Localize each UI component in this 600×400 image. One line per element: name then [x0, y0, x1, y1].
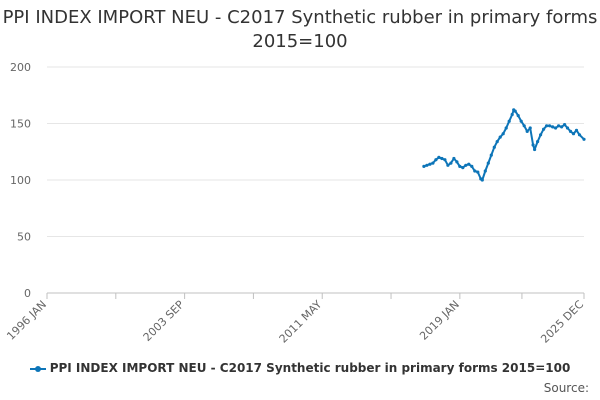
- data-point: [480, 178, 484, 182]
- data-point: [443, 158, 447, 162]
- data-point: [431, 161, 435, 165]
- data-point: [486, 161, 490, 165]
- chart-title: PPI INDEX IMPORT NEU - C2017 Synthetic r…: [2, 7, 598, 52]
- legend[interactable]: PPI INDEX IMPORT NEU - C2017 Synthetic r…: [0, 361, 600, 375]
- x-tick-label: 2003 SEP: [141, 298, 187, 344]
- x-tick-label: 2025 DEC: [538, 298, 586, 346]
- data-point: [507, 119, 511, 123]
- y-tick-label: 0: [24, 287, 31, 300]
- source-label: Source:: [543, 381, 589, 395]
- data-point: [473, 169, 477, 173]
- data-point: [495, 140, 499, 144]
- data-point: [554, 126, 558, 130]
- data-point: [551, 125, 555, 129]
- data-point: [425, 163, 429, 167]
- x-tick-label: 2011 MAY: [277, 298, 325, 346]
- data-point: [440, 156, 444, 161]
- data-point: [557, 124, 561, 128]
- data-point: [568, 129, 573, 133]
- data-point: [458, 164, 462, 168]
- data-point: [522, 124, 526, 128]
- data-point: [434, 158, 438, 162]
- data-point: [449, 161, 453, 165]
- data-point: [489, 153, 493, 157]
- data-point: [525, 129, 529, 133]
- y-tick-label: 200: [10, 61, 31, 74]
- data-point: [467, 162, 471, 166]
- y-tick-label: 50: [17, 231, 31, 244]
- data-point: [533, 147, 537, 152]
- data-point: [531, 143, 535, 147]
- x-tick-label: 2019 JAN: [417, 298, 462, 343]
- data-point: [501, 132, 505, 136]
- data-point: [428, 162, 432, 166]
- data-point: [461, 166, 465, 170]
- data-point: [437, 155, 441, 159]
- data-point: [492, 145, 496, 149]
- series-line: [423, 108, 585, 181]
- data-point: [528, 126, 532, 130]
- data-point: [582, 137, 586, 141]
- data-point: [483, 169, 487, 173]
- data-point: [504, 126, 508, 130]
- data-point: [452, 156, 456, 161]
- legend-label: PPI INDEX IMPORT NEU - C2017 Synthetic r…: [49, 361, 571, 375]
- data-point: [577, 133, 582, 137]
- data-point: [446, 163, 450, 167]
- data-point: [510, 112, 514, 117]
- data-point: [563, 123, 567, 127]
- data-point: [470, 164, 474, 168]
- data-point: [548, 124, 552, 128]
- data-point: [542, 127, 546, 131]
- data-point: [565, 126, 570, 130]
- data-point: [571, 132, 576, 136]
- data-point: [464, 163, 468, 167]
- data-point: [513, 109, 517, 113]
- data-point: [422, 164, 426, 168]
- data-point: [539, 133, 543, 137]
- y-tick-label: 100: [10, 174, 31, 187]
- data-point: [476, 170, 480, 174]
- x-tick-label: 1996 JAN: [4, 298, 49, 343]
- data-point: [455, 160, 459, 164]
- data-point: [545, 124, 549, 128]
- data-point: [560, 125, 564, 129]
- data-point: [516, 114, 520, 118]
- y-tick-label: 150: [10, 118, 31, 131]
- data-point: [574, 128, 579, 132]
- data-point: [536, 140, 540, 144]
- data-point: [498, 135, 502, 139]
- data-point: [519, 119, 523, 123]
- legend-marker-icon: [29, 364, 46, 374]
